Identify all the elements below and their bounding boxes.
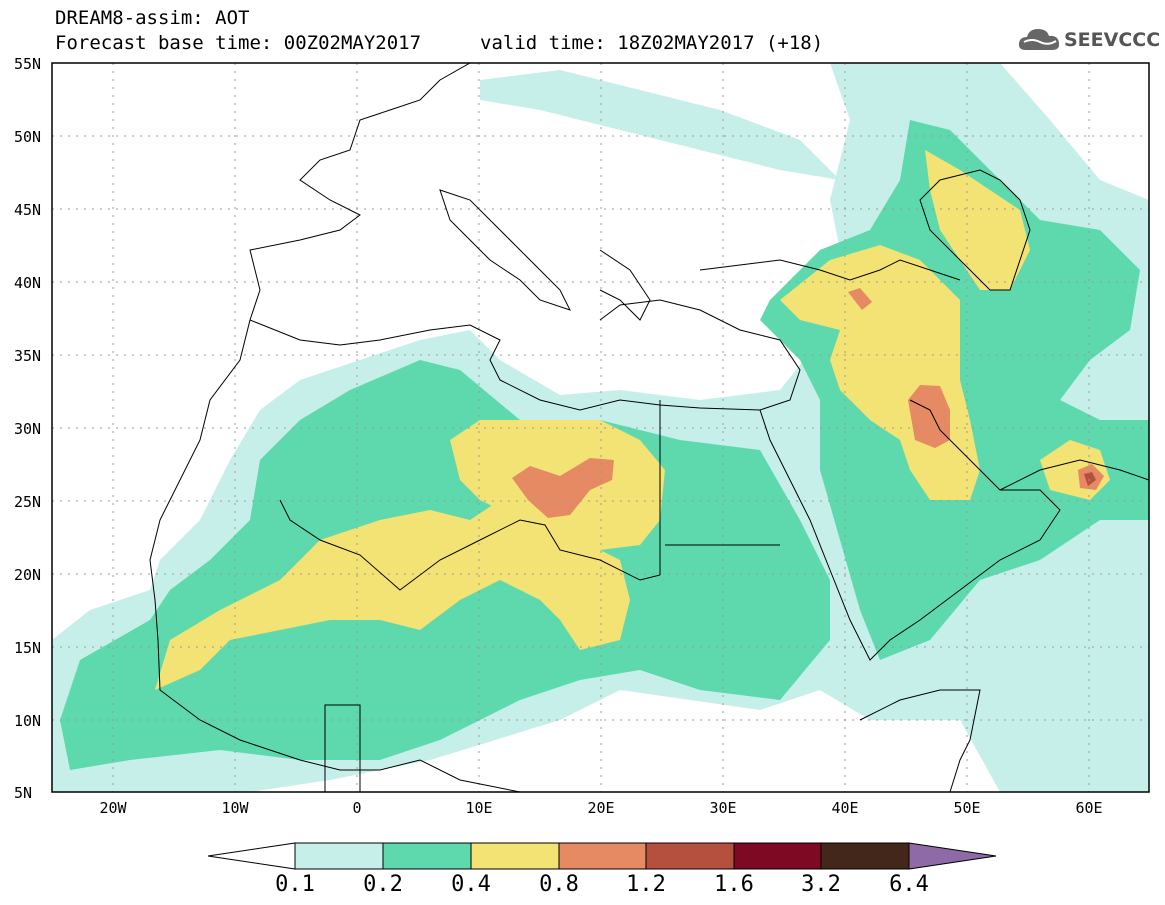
lon-label: 40E bbox=[831, 799, 859, 817]
lon-label: 50E bbox=[953, 799, 981, 817]
colorbar-label: 6.4 bbox=[889, 872, 929, 897]
aot-contour-0.4-sahel bbox=[155, 500, 630, 690]
aot-contour-0.8-libya bbox=[512, 458, 614, 518]
map-title: DREAM8-assim: AOT bbox=[55, 7, 250, 29]
lon-label: 0 bbox=[352, 799, 362, 817]
colorbar bbox=[207, 842, 997, 870]
map-frame bbox=[51, 62, 1150, 793]
cloud-icon bbox=[1018, 29, 1060, 50]
colorbar-segment-3.2 bbox=[820, 842, 910, 870]
lon-label: 20E bbox=[587, 799, 615, 817]
lat-label: 15N bbox=[14, 639, 42, 657]
colorbar-label: 0.8 bbox=[539, 872, 579, 897]
colorbar-segment-above bbox=[908, 842, 997, 870]
colorbar-segment-0.1 bbox=[294, 842, 384, 870]
graticule bbox=[52, 63, 1149, 792]
colorbar-label: 1.2 bbox=[626, 872, 666, 897]
aot-contour-0.8-iraq bbox=[908, 385, 950, 448]
aot-contour-1.2-iran bbox=[1084, 472, 1096, 486]
colorbar-label: 3.2 bbox=[801, 872, 841, 897]
colorbar-segment-1.2 bbox=[645, 842, 735, 870]
lon-label: 60E bbox=[1075, 799, 1103, 817]
colorbar-segment-0.2 bbox=[382, 842, 472, 870]
lat-label: 45N bbox=[14, 201, 42, 219]
lat-label: 10N bbox=[14, 712, 42, 730]
colorbar-segment-0.4 bbox=[470, 842, 560, 870]
colorbar-segment-1.6 bbox=[733, 842, 822, 870]
lon-label: 30E bbox=[709, 799, 737, 817]
lon-label: 20W bbox=[99, 799, 127, 817]
lat-label: 25N bbox=[14, 493, 42, 511]
aot-field bbox=[52, 63, 1149, 792]
forecast-base-time: Forecast base time: 00Z02MAY2017 bbox=[55, 32, 422, 54]
colorbar-segment-0.8 bbox=[558, 842, 647, 870]
logo-text: SEEVCCC bbox=[1064, 29, 1161, 51]
aot-contour-0.8-turkey bbox=[848, 288, 872, 310]
aot-contour-0.4-caspian bbox=[925, 150, 1030, 290]
colorbar-label: 0.2 bbox=[363, 872, 403, 897]
lat-label: 35N bbox=[14, 347, 42, 365]
seevccc-logo: SEEVCCC bbox=[1018, 24, 1161, 56]
lat-label: 20N bbox=[14, 566, 42, 584]
lon-label: 10W bbox=[221, 799, 249, 817]
colorbar-label: 1.6 bbox=[714, 872, 754, 897]
colorbar-segment-below bbox=[207, 842, 296, 870]
coastlines bbox=[149, 63, 1149, 792]
lat-label: 40N bbox=[14, 274, 42, 292]
lat-label: 50N bbox=[14, 128, 42, 146]
aot-contour-0.1-europe bbox=[480, 70, 840, 180]
valid-time: valid time: 18Z02MAY2017 (+18) bbox=[480, 32, 824, 54]
lon-label: 10E bbox=[465, 799, 493, 817]
lat-label: 30N bbox=[14, 420, 42, 438]
lat-label: 55N bbox=[14, 55, 42, 73]
lat-label: 5N bbox=[14, 784, 33, 802]
colorbar-label: 0.1 bbox=[275, 872, 315, 897]
colorbar-label: 0.4 bbox=[451, 872, 491, 897]
